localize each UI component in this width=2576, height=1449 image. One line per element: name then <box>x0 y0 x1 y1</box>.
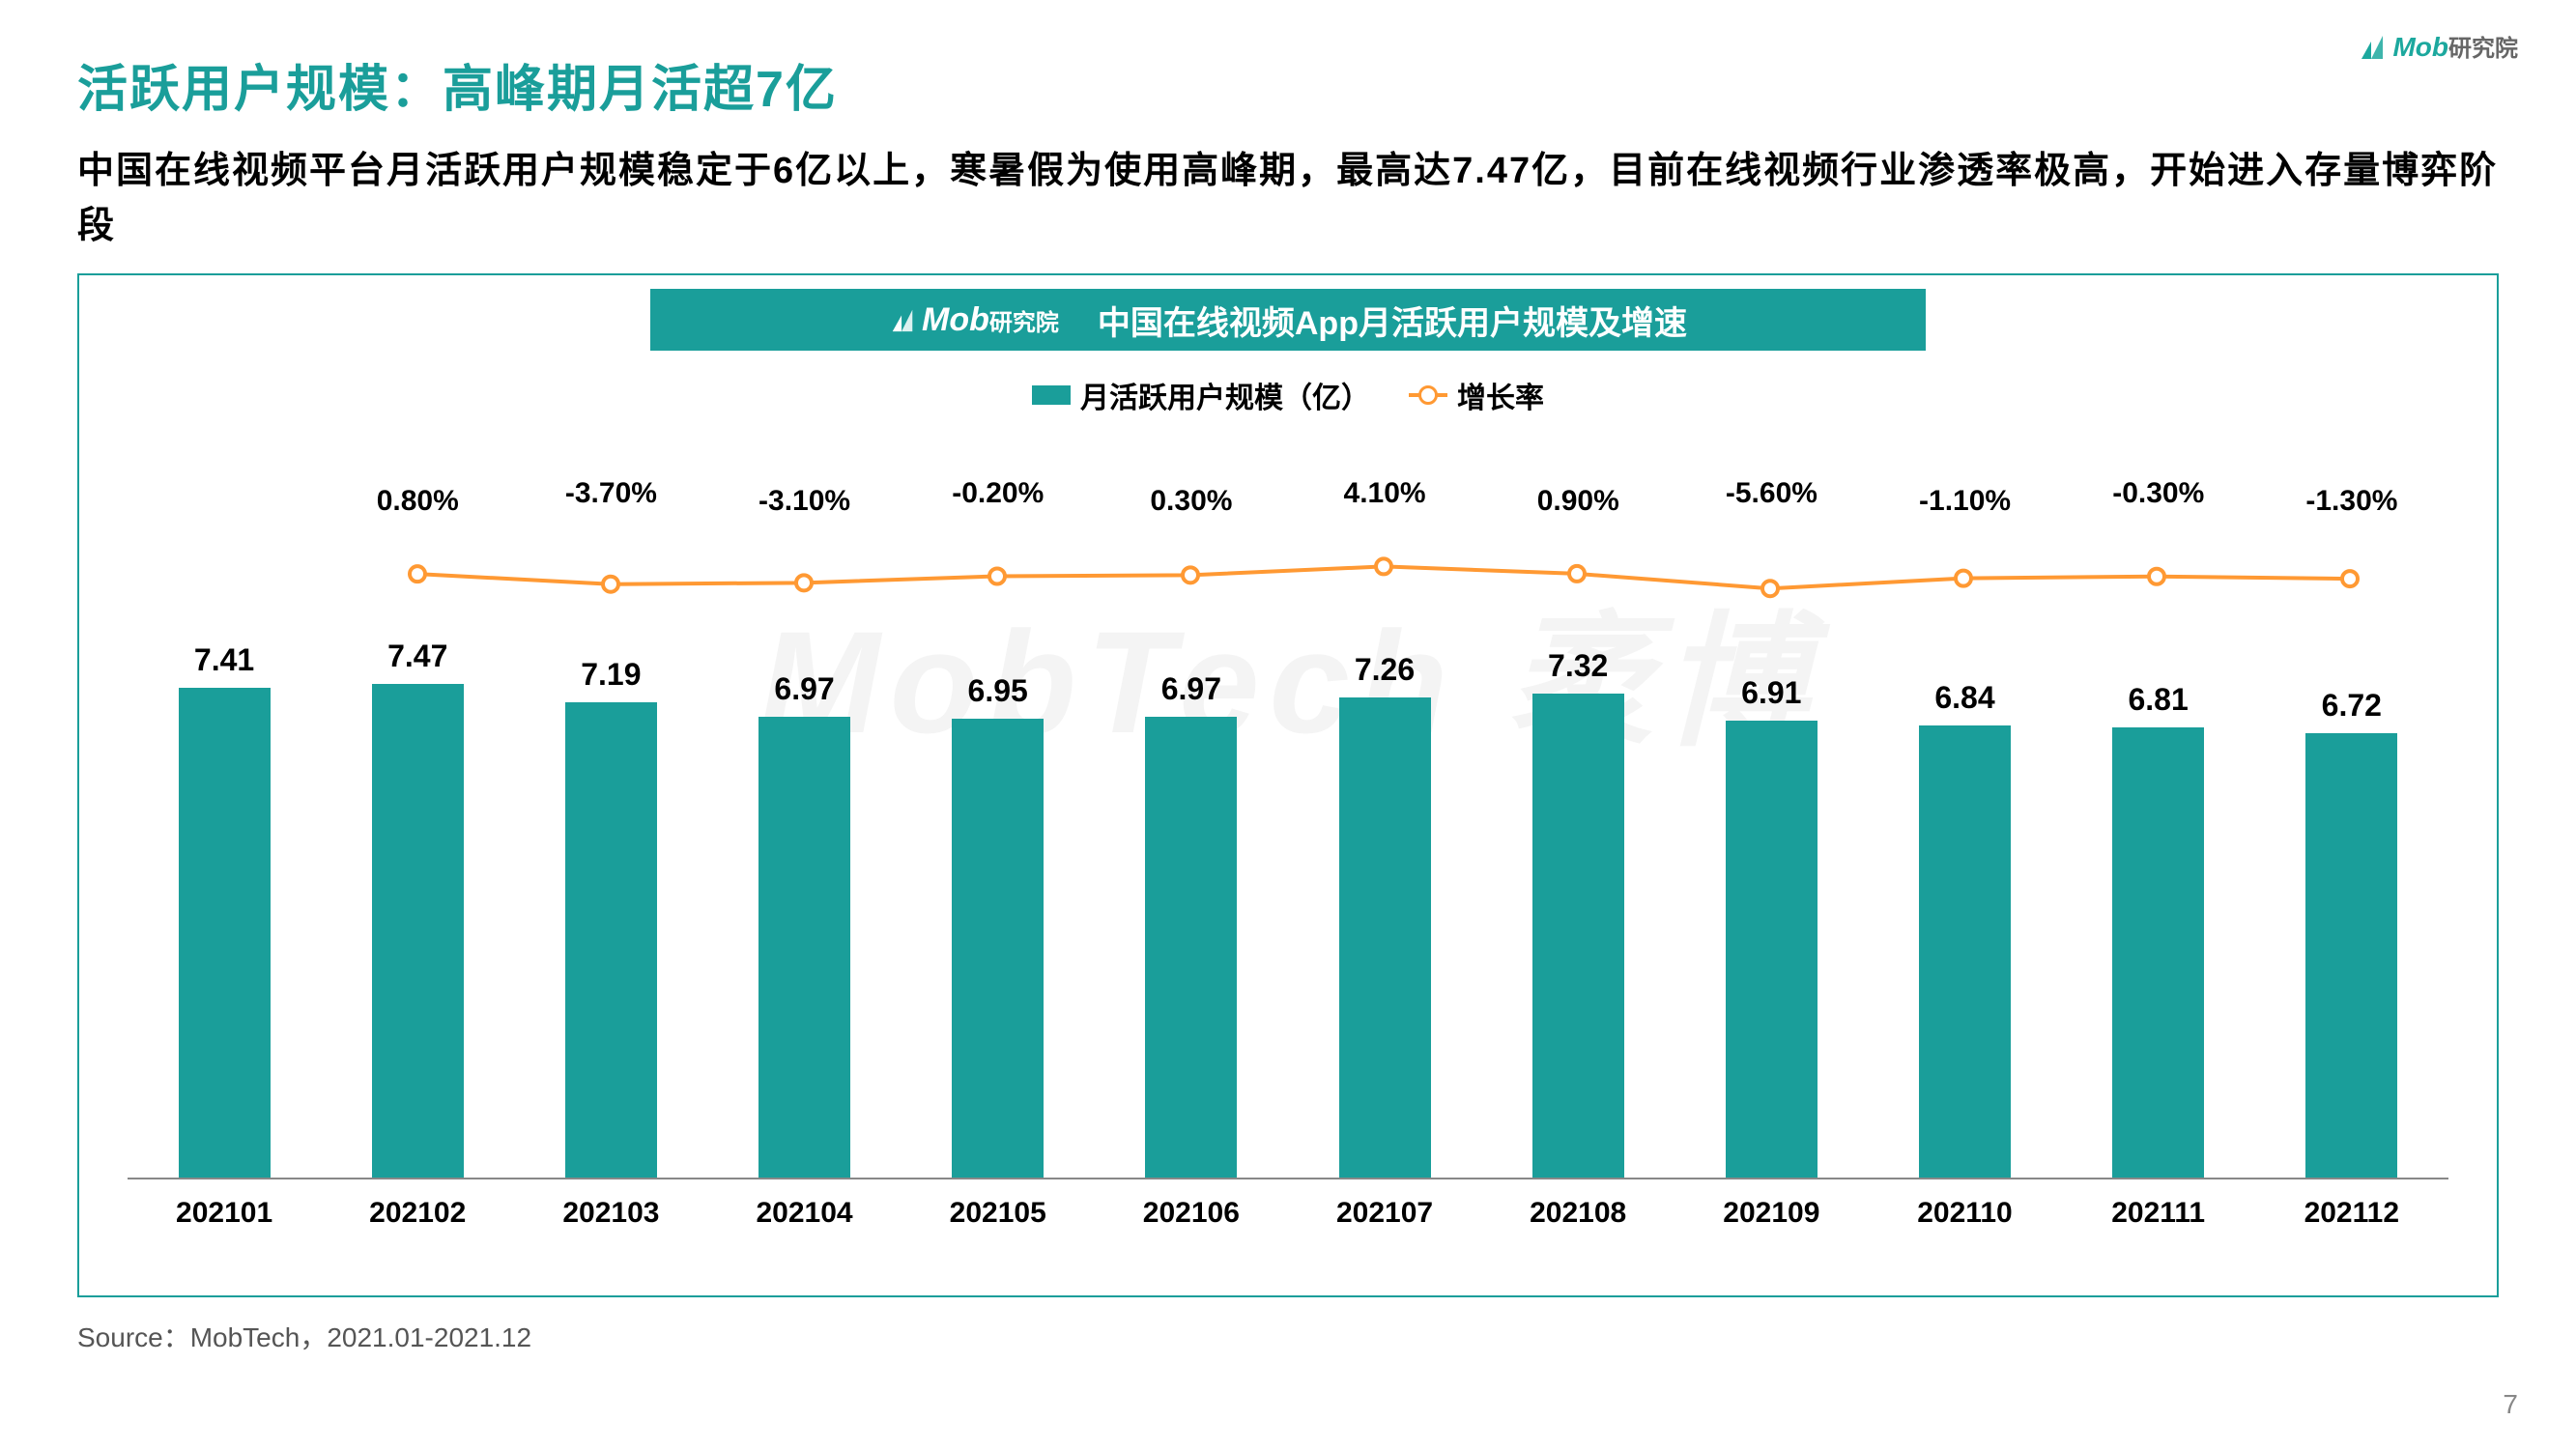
bar-group: 6.72 <box>2255 733 2448 1178</box>
bar <box>2305 733 2397 1178</box>
bar <box>1339 697 1431 1178</box>
source-text: Source：MobTech，2021.01-2021.12 <box>77 1317 2499 1355</box>
growth-label: -1.10% <box>1919 485 2011 518</box>
growth-label: 4.10% <box>1344 477 1426 510</box>
legend-line-swatch <box>1409 393 1447 397</box>
growth-label: -0.30% <box>2112 477 2204 510</box>
x-tick-label: 202107 <box>1288 1197 1481 1230</box>
bar-value-label: 6.97 <box>1161 671 1221 707</box>
growth-label: -5.60% <box>1726 477 1818 510</box>
x-tick-label: 202106 <box>1095 1197 1288 1230</box>
page-title: 活跃用户规模：高峰期月活超7亿 <box>77 48 2499 121</box>
bar-value-label: 7.19 <box>581 657 641 693</box>
bar-value-label: 6.81 <box>2128 682 2188 718</box>
bar-group: 7.41 <box>128 688 321 1178</box>
legend-line: 增长率 <box>1409 374 1544 416</box>
bar <box>1726 721 1818 1178</box>
x-tick-label: 202101 <box>128 1197 321 1230</box>
bar-group: 7.47 <box>321 684 514 1178</box>
page-number: 7 <box>2503 1389 2518 1420</box>
bar <box>179 688 271 1178</box>
bar-group: 6.81 <box>2062 727 2255 1178</box>
bar-value-label: 6.72 <box>2322 688 2382 724</box>
chart-container: Mob研究院 中国在线视频App月活跃用户规模及增速 月活跃用户规模（亿） 增长… <box>77 273 2499 1297</box>
x-tick-label: 202104 <box>708 1197 902 1230</box>
logo-brand-text: Mob研究院 <box>2392 29 2518 63</box>
growth-label: -3.10% <box>758 485 850 518</box>
x-tick-label: 202112 <box>2255 1197 2448 1230</box>
chart-legend: 月活跃用户规模（亿） 增长率 <box>79 374 2497 416</box>
bar <box>372 684 464 1178</box>
brand-logo-topright: Mob研究院 <box>2358 29 2518 63</box>
bar-value-label: 6.97 <box>774 671 834 707</box>
legend-bar-swatch <box>1032 385 1071 405</box>
page-subtitle: 中国在线视频平台月活跃用户规模稳定于6亿以上，寒暑假为使用高峰期，最高达7.47… <box>77 144 2499 254</box>
bar <box>1532 694 1624 1178</box>
bar-value-label: 7.47 <box>387 639 447 674</box>
growth-label: 0.80% <box>377 485 459 518</box>
chart-header-logo: Mob研究院 <box>889 301 1059 339</box>
bar-group: 6.97 <box>1095 717 1288 1178</box>
x-axis: 2021012021022021032021042021052021062021… <box>128 1189 2448 1237</box>
bar <box>758 717 850 1178</box>
x-tick-label: 202109 <box>1674 1197 1868 1230</box>
x-tick-label: 202108 <box>1481 1197 1674 1230</box>
bar-group: 7.19 <box>514 702 707 1178</box>
bar <box>2112 727 2204 1178</box>
growth-label: 0.90% <box>1537 485 1619 518</box>
legend-bar: 月活跃用户规模（亿） <box>1032 374 1370 416</box>
x-tick-label: 202105 <box>902 1197 1095 1230</box>
bar-value-label: 7.32 <box>1548 648 1608 684</box>
legend-bar-label: 月活跃用户规模（亿） <box>1080 374 1370 416</box>
bar-group: 6.84 <box>1868 725 2061 1178</box>
growth-label: -0.20% <box>952 477 1044 510</box>
legend-line-label: 增长率 <box>1457 374 1544 416</box>
bar-value-label: 6.95 <box>968 673 1028 709</box>
bar <box>1919 725 2011 1178</box>
bar-group: 6.95 <box>902 719 1095 1178</box>
x-tick-label: 202103 <box>514 1197 707 1230</box>
chart-title: 中国在线视频App月活跃用户规模及增速 <box>1098 297 1687 344</box>
bar <box>952 719 1044 1178</box>
x-tick-label: 202110 <box>1868 1197 2061 1230</box>
growth-label: -3.70% <box>565 477 657 510</box>
bar-group: 7.26 <box>1288 697 1481 1178</box>
bar-group: 6.91 <box>1674 721 1868 1178</box>
bar <box>565 702 657 1178</box>
bar-value-label: 7.26 <box>1355 652 1415 688</box>
bar-value-label: 6.84 <box>1934 680 1994 716</box>
bar-group: 7.32 <box>1481 694 1674 1178</box>
plot-area: 7.417.477.196.976.956.977.267.326.916.84… <box>128 426 2448 1237</box>
chart-header: Mob研究院 中国在线视频App月活跃用户规模及增速 <box>650 289 1926 351</box>
growth-label: 0.30% <box>1150 485 1232 518</box>
x-tick-label: 202111 <box>2062 1197 2255 1230</box>
logo-icon <box>2358 32 2387 61</box>
bar-value-label: 7.41 <box>194 642 254 678</box>
x-tick-label: 202102 <box>321 1197 514 1230</box>
bars-row: 7.417.477.196.976.956.977.267.326.916.84… <box>128 445 2448 1179</box>
bar <box>1145 717 1237 1178</box>
growth-label: -1.30% <box>2305 485 2397 518</box>
bar-group: 6.97 <box>708 717 902 1178</box>
bar-value-label: 6.91 <box>1741 675 1801 711</box>
